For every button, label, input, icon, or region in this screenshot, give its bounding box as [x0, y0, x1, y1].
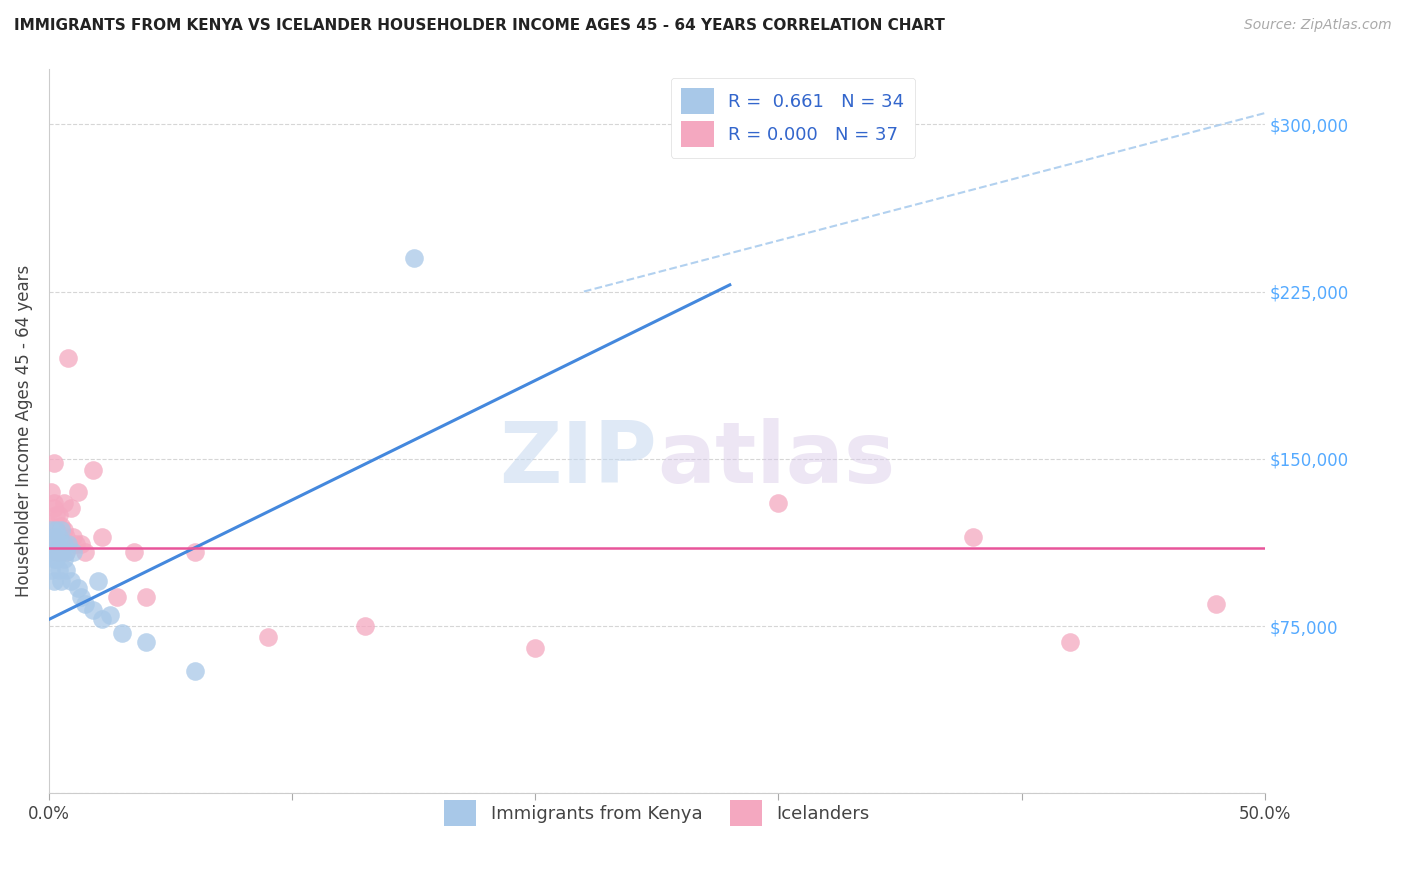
- Point: [67, 485, 90, 500]
- Point: [42, 530, 65, 544]
- Point: [91, 530, 114, 544]
- Point: [69, 536, 91, 550]
- Point: [62, 545, 84, 559]
- Point: [48, 541, 70, 555]
- Point: [41, 518, 63, 533]
- Point: [105, 590, 128, 604]
- Point: [42, 496, 65, 510]
- Point: [45, 545, 67, 559]
- Y-axis label: Householder Income Ages 45 - 64 years: Householder Income Ages 45 - 64 years: [15, 265, 32, 597]
- Point: [256, 630, 278, 644]
- Point: [49, 574, 72, 589]
- Point: [59, 500, 82, 515]
- Legend: Immigrants from Kenya, Icelanders: Immigrants from Kenya, Icelanders: [434, 791, 879, 835]
- Point: [45, 523, 67, 537]
- Point: [768, 496, 790, 510]
- Point: [111, 625, 134, 640]
- Point: [402, 251, 425, 265]
- Point: [49, 523, 72, 537]
- Point: [184, 545, 207, 559]
- Text: Source: ZipAtlas.com: Source: ZipAtlas.com: [1244, 18, 1392, 32]
- Point: [75, 545, 97, 559]
- Point: [524, 641, 547, 656]
- Point: [122, 545, 145, 559]
- Point: [48, 563, 70, 577]
- Point: [67, 581, 90, 595]
- Text: IMMIGRANTS FROM KENYA VS ICELANDER HOUSEHOLDER INCOME AGES 45 - 64 YEARS CORRELA: IMMIGRANTS FROM KENYA VS ICELANDER HOUSE…: [14, 18, 945, 33]
- Point: [41, 485, 63, 500]
- Point: [45, 545, 67, 559]
- Point: [42, 574, 65, 589]
- Point: [65, 536, 87, 550]
- Point: [55, 545, 77, 559]
- Point: [52, 536, 75, 550]
- Point: [42, 500, 65, 515]
- Point: [55, 545, 77, 559]
- Point: [41, 563, 63, 577]
- Point: [42, 552, 65, 566]
- Point: [49, 545, 72, 559]
- Point: [42, 536, 65, 550]
- Point: [42, 530, 65, 544]
- Point: [52, 523, 75, 537]
- Point: [86, 574, 108, 589]
- Point: [55, 530, 77, 544]
- Point: [82, 463, 104, 477]
- Point: [75, 597, 97, 611]
- Point: [45, 508, 67, 522]
- Point: [45, 523, 67, 537]
- Point: [49, 536, 72, 550]
- Point: [52, 552, 75, 566]
- Point: [1205, 597, 1227, 611]
- Point: [48, 508, 70, 522]
- Point: [1059, 634, 1081, 648]
- Point: [82, 603, 104, 617]
- Point: [135, 590, 157, 604]
- Text: ZIP: ZIP: [499, 418, 657, 501]
- Point: [962, 530, 984, 544]
- Point: [184, 664, 207, 678]
- Point: [62, 530, 84, 544]
- Point: [91, 612, 114, 626]
- Point: [48, 530, 70, 544]
- Point: [55, 563, 77, 577]
- Point: [41, 545, 63, 559]
- Point: [48, 545, 70, 559]
- Point: [45, 552, 67, 566]
- Point: [69, 590, 91, 604]
- Point: [41, 523, 63, 537]
- Text: atlas: atlas: [657, 418, 896, 501]
- Point: [58, 351, 80, 366]
- Point: [59, 574, 82, 589]
- Point: [354, 619, 377, 633]
- Point: [135, 634, 157, 648]
- Point: [49, 518, 72, 533]
- Point: [42, 456, 65, 470]
- Point: [98, 607, 121, 622]
- Point: [52, 496, 75, 510]
- Point: [58, 536, 80, 550]
